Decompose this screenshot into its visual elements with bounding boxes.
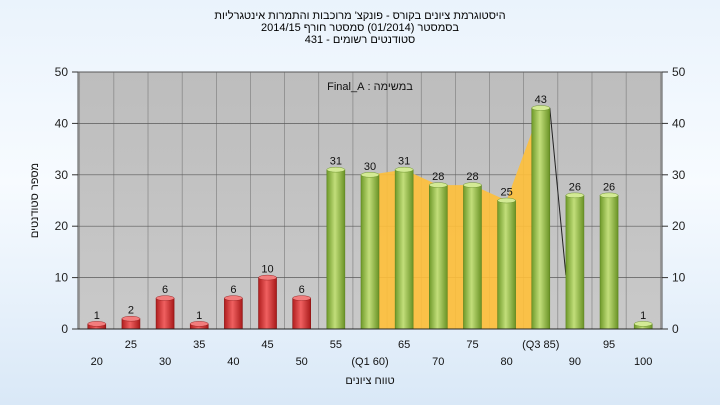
- y-tick-label-left: 30: [55, 168, 69, 182]
- x-tick-label: 70: [432, 356, 444, 368]
- y-tick-label-left: 50: [55, 65, 69, 79]
- bar-cap: [326, 166, 346, 173]
- bar-cap: [87, 321, 106, 327]
- bar-cap: [292, 295, 311, 301]
- bar-value-label: 26: [603, 181, 615, 193]
- x-tick-label: 55: [330, 339, 342, 351]
- bar-value-label: 43: [535, 94, 547, 106]
- x-tick-label: 90: [569, 356, 581, 368]
- y-tick-label-right: 30: [672, 168, 686, 182]
- y-tick-label-right: 0: [672, 322, 679, 336]
- bar: [497, 200, 516, 330]
- bar: [155, 297, 175, 330]
- x-tick-label: 30: [159, 356, 171, 368]
- median-connector-line: [549, 107, 567, 276]
- bar-value-label: 1: [196, 310, 202, 322]
- x-tick-label: 40: [227, 356, 239, 368]
- y-tick-label-right: 40: [672, 116, 686, 130]
- bar-cap: [360, 172, 380, 178]
- y-axis-title: מספר סטודנטים: [29, 163, 41, 238]
- y-tick-label-left: 40: [55, 116, 69, 130]
- bar: [360, 174, 380, 330]
- bar-cap: [258, 274, 277, 281]
- bar: [326, 169, 346, 330]
- chart-annotation: במשימה : Final_A: [327, 81, 413, 93]
- bar-cap: [155, 295, 175, 301]
- bar: [463, 184, 482, 330]
- bar: [258, 277, 277, 330]
- x-tick-label: 20: [91, 356, 103, 368]
- bar: [394, 169, 414, 330]
- bar: [429, 184, 448, 330]
- bar: [292, 297, 311, 330]
- bar-cap: [497, 197, 516, 204]
- y-tick-label-left: 0: [61, 322, 68, 336]
- bar: [565, 195, 585, 330]
- bar-value-label: 2: [128, 305, 134, 317]
- bar-cap: [121, 316, 141, 322]
- chart-title-line-3: סטודנטים רשומים - 431: [304, 34, 416, 46]
- x-tick-label: (Q1 60): [351, 356, 388, 368]
- bar-value-label: 28: [466, 171, 478, 183]
- bar-value-label: 31: [330, 156, 342, 168]
- y-tick-label-right: 50: [672, 65, 686, 79]
- bar-cap: [224, 295, 243, 301]
- y-tick-label-left: 10: [55, 271, 69, 285]
- x-tick-label: 45: [261, 339, 273, 351]
- x-tick-label: (Q3 85): [522, 339, 559, 351]
- chart-title-line-2: בסמסטר (01/2014) סמסטר חורף 2014/15: [260, 22, 460, 34]
- bar-value-label: 25: [500, 187, 512, 199]
- bar-value-label: 6: [230, 284, 236, 296]
- bar-value-label: 6: [162, 284, 168, 296]
- bar-value-label: 31: [398, 156, 410, 168]
- bar-value-label: 10: [261, 264, 273, 276]
- bar: [599, 195, 619, 330]
- bar-cap: [531, 105, 550, 111]
- y-tick-label-right: 10: [672, 271, 686, 285]
- bar-cap: [599, 192, 619, 199]
- bar-value-label: 26: [569, 181, 581, 193]
- x-tick-label: 65: [398, 339, 410, 351]
- x-axis-title: טווח ציונים: [345, 375, 394, 387]
- bar-cap: [463, 182, 482, 188]
- chart-title: היסטוגרמת ציונים בקורס - פונקצ' מרוכבות …: [0, 10, 720, 46]
- x-tick-label: 100: [634, 356, 652, 368]
- y-tick-label-left: 20: [55, 219, 69, 233]
- bar-value-label: 1: [94, 310, 100, 322]
- x-tick-label: 50: [296, 356, 308, 368]
- bar-cap: [634, 321, 653, 327]
- x-tick-label: 25: [125, 339, 137, 351]
- x-tick-label: 95: [603, 339, 615, 351]
- bar-cap: [565, 192, 585, 199]
- x-tick-label: 80: [500, 356, 512, 368]
- bar-value-label: 6: [299, 284, 305, 296]
- bar: [531, 107, 551, 330]
- bar-value-label: 30: [364, 161, 376, 173]
- bar: [224, 297, 243, 330]
- bar-cap: [394, 166, 414, 173]
- x-tick-label: 35: [193, 339, 205, 351]
- x-tick-label: 75: [466, 339, 478, 351]
- bar-value-label: 28: [432, 171, 444, 183]
- bar-cap: [190, 321, 209, 327]
- y-tick-label-right: 20: [672, 219, 686, 233]
- bar-cap: [429, 182, 448, 188]
- bar-value-label: 1: [640, 310, 646, 322]
- chart-title-line-1: היסטוגרמת ציונים בקורס - פונקצ' מרוכבות …: [214, 10, 506, 22]
